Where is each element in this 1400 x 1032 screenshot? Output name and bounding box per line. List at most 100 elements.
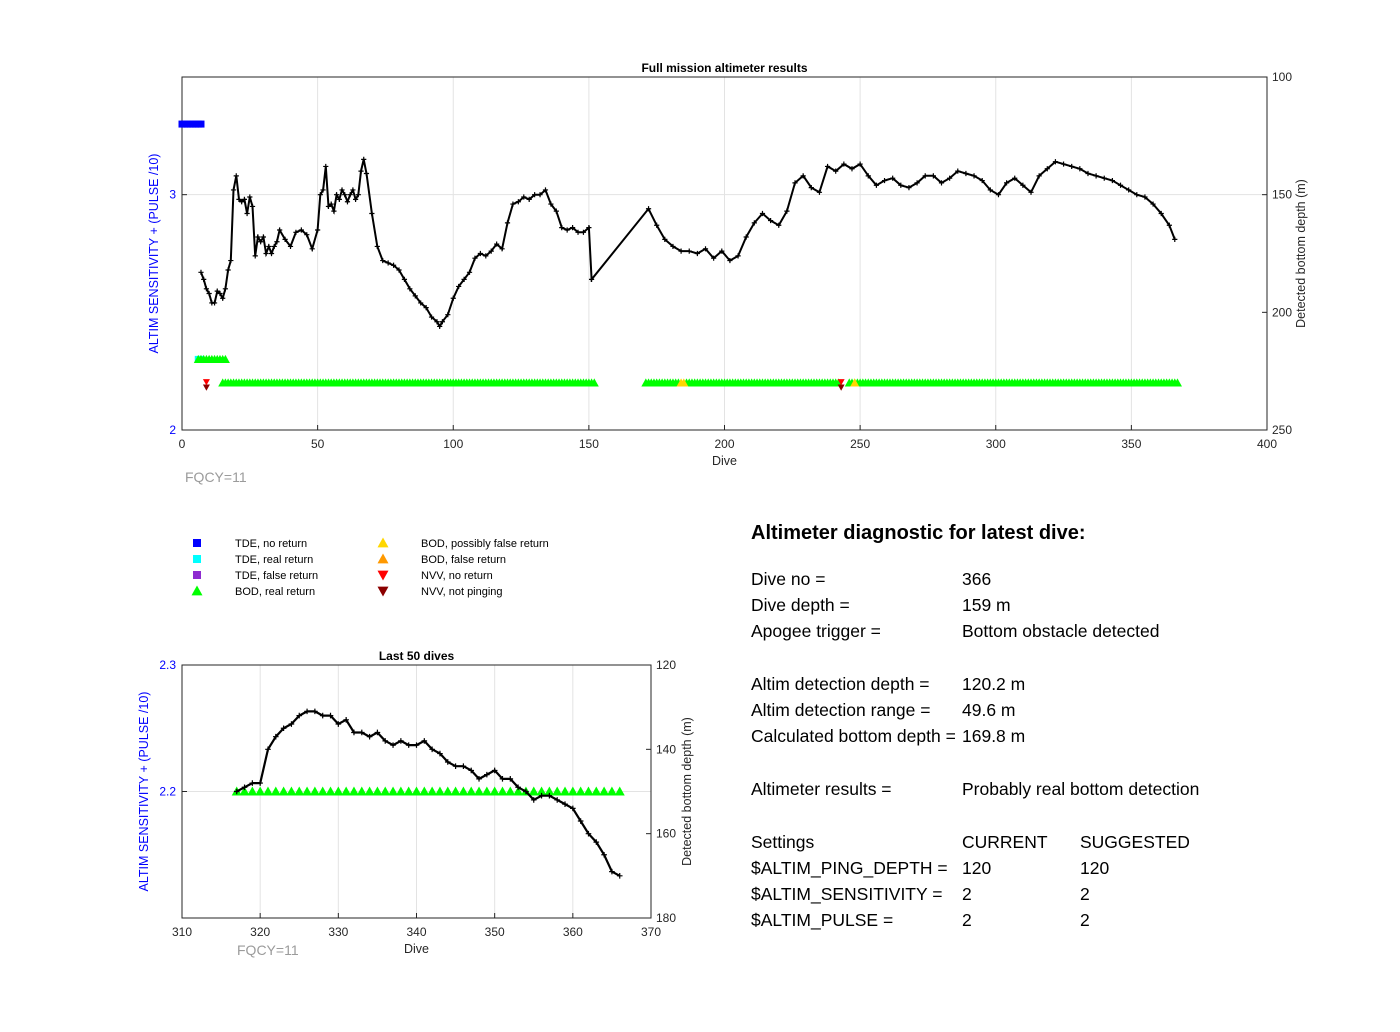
diagnostic-heading: Altimeter diagnostic for latest dive:: [751, 522, 1086, 544]
x-tick-label: 350: [1121, 437, 1141, 451]
bottom-depth-point: [914, 180, 920, 186]
bottom-depth-point: [800, 173, 806, 179]
bod-real-return-marker: [220, 354, 230, 363]
bod-real-return-marker: [536, 786, 547, 796]
bod-real-return-marker: [364, 786, 375, 796]
bottom-depth-point: [233, 173, 239, 179]
settings-header-current: CURRENT: [962, 832, 1048, 852]
bod-possibly-false-marker: [850, 378, 860, 387]
bottom-depth-point: [247, 194, 253, 200]
legend: TDE, no return TDE, real return TDE, false…: [191, 537, 549, 598]
legend-marker: [191, 585, 203, 596]
bod-real-return-marker: [239, 786, 250, 796]
legend-marker: [193, 571, 201, 579]
x-axis-label: Dive: [712, 454, 737, 468]
y-right-tick-label: 160: [656, 827, 676, 841]
setting-label: $ALTIM_PULSE =: [751, 910, 893, 931]
bottom-depth-point: [390, 262, 397, 268]
bod-real-return-marker: [589, 378, 599, 387]
bottom-depth-point: [450, 295, 456, 301]
legend-entry-label: NVV, not pinging: [421, 586, 503, 598]
y-right-tick-label: 250: [1272, 423, 1292, 437]
legend-marker: [377, 537, 389, 548]
bottom-depth-point: [776, 222, 782, 228]
bod-real-return-marker: [552, 786, 563, 796]
bottom-depth-point: [542, 187, 549, 193]
bottom-depth-point: [1158, 210, 1164, 217]
bottom-depth-point: [339, 187, 345, 193]
bottom-depth-point: [439, 319, 445, 325]
bod-real-return-marker: [567, 786, 578, 796]
y-left-tick-label: 2: [169, 423, 176, 437]
legend-entry-label: BOD, real return: [235, 586, 315, 598]
bottom-depth-point: [265, 746, 271, 753]
bottom-depth-point: [1004, 180, 1010, 186]
diagnostic-value: Probably real bottom detection: [962, 779, 1199, 799]
diagnostic-panel: Altimeter diagnostic for latest dive: Div…: [751, 522, 1199, 931]
diagnostic-value: 366: [962, 569, 991, 589]
bottom-depth-point: [445, 312, 451, 318]
bottom-depth-point: [577, 818, 584, 824]
bottom-depth-point: [947, 175, 953, 181]
bottom-depth-point: [472, 255, 478, 261]
bottom-depth-point: [421, 738, 428, 744]
bottom-depth-point: [743, 234, 749, 240]
y-right-tick-label: 140: [656, 742, 676, 756]
bottom-depth-point: [816, 189, 823, 195]
chart-title: Full mission altimeter results: [641, 61, 807, 75]
bottom-depth-point: [268, 250, 275, 257]
bod-possibly-false-marker: [679, 378, 689, 387]
bottom-depth-point: [686, 248, 692, 254]
diagnostic-label: Altimeter results =: [751, 779, 892, 799]
bottom-depth-point: [198, 269, 204, 275]
bottom-depth-point: [239, 199, 245, 205]
bottom-depth-point: [523, 788, 529, 795]
bottom-depth-point: [906, 185, 912, 191]
bod-real-return-marker: [262, 786, 273, 796]
bottom-depth-point: [694, 250, 700, 257]
bottom-depth-point: [1052, 159, 1059, 165]
bottom-depth-point: [241, 196, 247, 202]
bottom-depth-point: [287, 243, 294, 250]
x-tick-label: 200: [714, 437, 734, 451]
bottom-depth-point: [979, 177, 985, 184]
bottom-depth-point: [271, 243, 277, 250]
y-right-tick-label: 150: [1272, 188, 1292, 202]
bottom-depth-point: [428, 314, 435, 320]
bottom-depth-point: [355, 192, 361, 198]
bottom-depth-point: [456, 283, 462, 290]
bottom-depth-point: [273, 733, 279, 740]
bottom-depth-point: [841, 161, 847, 167]
bottom-depth-point: [347, 192, 353, 198]
bottom-depth-point: [491, 767, 498, 774]
bottom-depth-point: [784, 208, 790, 214]
y-left-axis-label: ALTIM SENSITIVITY + (PULSE /10): [137, 692, 151, 892]
bottom-depth-point: [429, 746, 435, 753]
bottom-depth-point: [358, 168, 364, 174]
bottom-depth-point: [1166, 222, 1172, 228]
tde-no-return-marker: [197, 120, 205, 128]
bottom-depth-point: [260, 234, 266, 240]
bottom-depth-point: [309, 246, 315, 252]
bottom-depth-point: [521, 194, 527, 200]
bottom-depth-point: [201, 276, 207, 282]
bottom-depth-point: [1044, 166, 1050, 172]
bottom-depth-point: [320, 187, 326, 193]
bottom-depth-point: [530, 797, 537, 803]
y-right-tick-label: 180: [656, 911, 676, 925]
bottom-depth-point: [304, 708, 310, 715]
y-right-tick-label: 100: [1272, 70, 1292, 84]
bod-real-return-marker: [560, 786, 571, 796]
nvv-no-return-marker: [202, 379, 210, 386]
x-tick-label: 300: [986, 437, 1006, 451]
bottom-depth-point: [325, 203, 332, 210]
bottom-depth-point: [361, 156, 367, 162]
bottom-depth-point: [323, 163, 329, 170]
bottom-depth-point: [719, 248, 725, 254]
bottom-depth-point: [401, 276, 408, 282]
bottom-depth-point: [759, 210, 766, 217]
bottom-depth-point: [304, 232, 310, 238]
bottom-depth-point: [1142, 194, 1148, 200]
y-left-tick-label: 2.3: [159, 658, 176, 672]
legend-marker: [377, 553, 389, 564]
